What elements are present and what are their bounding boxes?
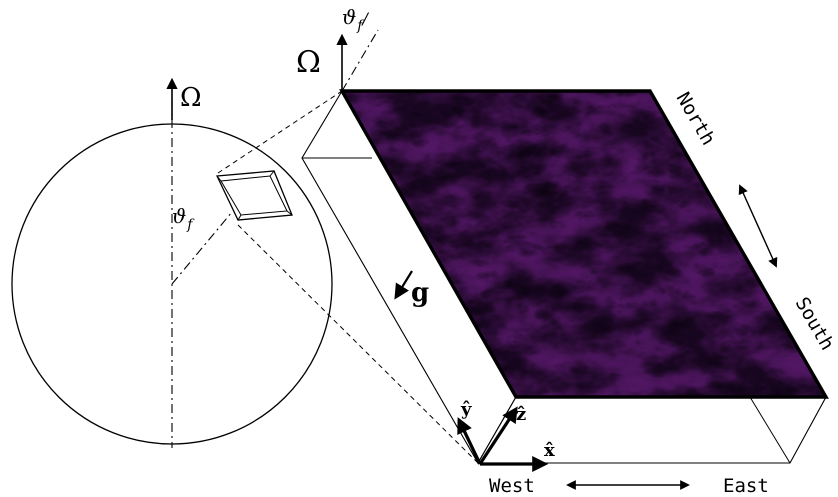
east-label: East [723, 475, 769, 497]
north-south-arrow [738, 184, 778, 268]
box-front-face [477, 396, 827, 464]
z-axis-arrow [478, 406, 518, 465]
theta-globe-label: ϑf [172, 204, 195, 233]
domain-box: Ω ϑf/ g x̂ ŷ ẑ North South West East [296, 5, 838, 497]
y-axis-arrow [457, 417, 482, 465]
gravity-arrow [394, 270, 413, 300]
omega-globe-label: Ω [180, 83, 202, 113]
x-hat-label: x̂ [544, 440, 555, 461]
tilted-axis [341, 29, 379, 92]
globe: Ω ϑf [11, 77, 479, 464]
local-patch [216, 170, 293, 221]
west-label: West [489, 475, 535, 497]
latitude-radius [171, 211, 233, 285]
projection-line-top [217, 90, 343, 174]
box-top-face-outline [339, 89, 829, 399]
theta-box-label: ϑf/ [342, 5, 369, 34]
projection-line-bottom [237, 224, 479, 464]
gravity-label: g [411, 278, 429, 308]
omega-box-label: Ω [296, 45, 321, 80]
z-hat-label: ẑ [516, 404, 526, 425]
y-hat-label: ŷ [460, 399, 472, 420]
